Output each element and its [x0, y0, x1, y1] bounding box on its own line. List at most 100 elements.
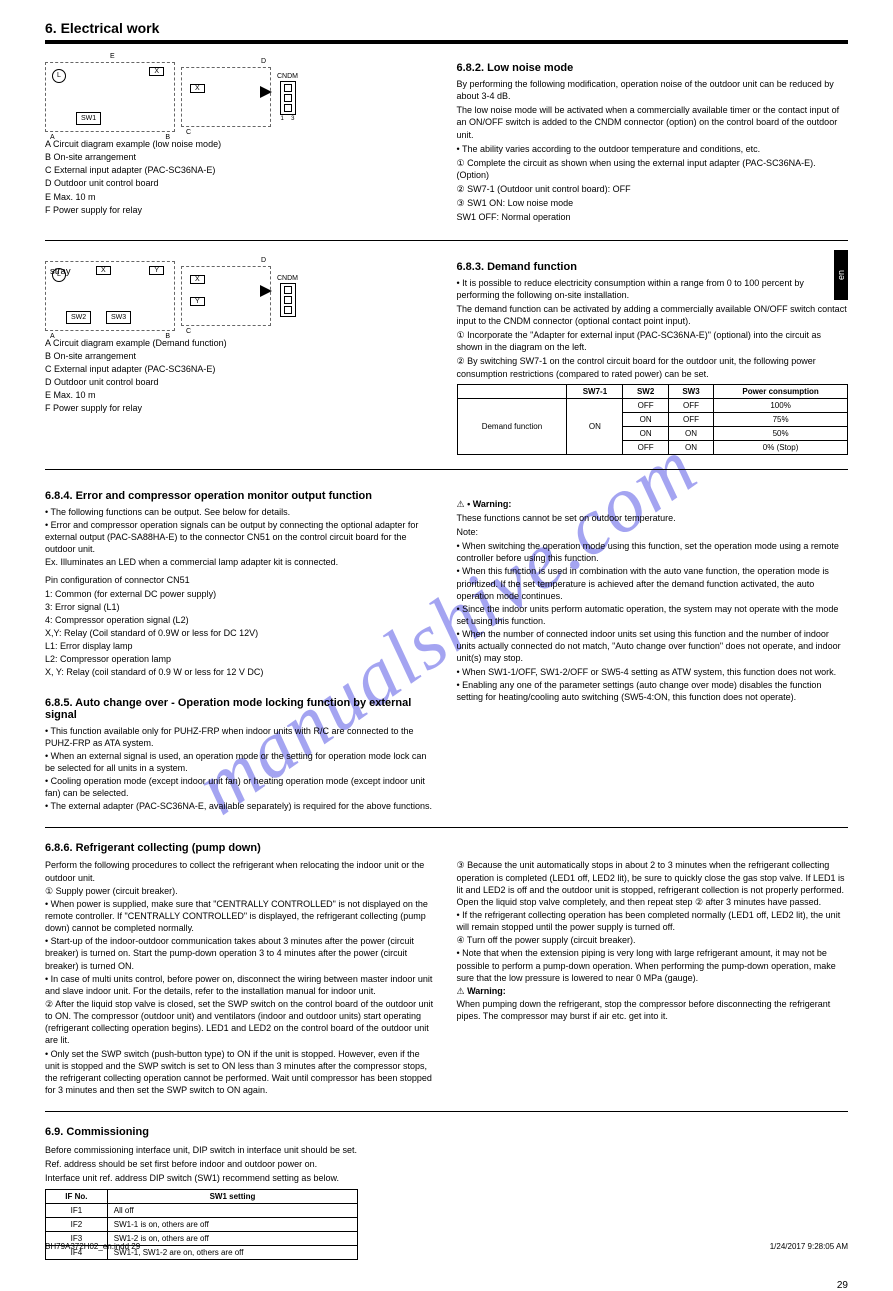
diag-relay-x: X [190, 84, 205, 93]
td: ON [623, 412, 668, 426]
text-6-8-2-s4: SW1 OFF: Normal operation [457, 211, 849, 223]
n-6-8-5-2: • Since the indoor units perform automat… [457, 603, 849, 627]
td: 50% [714, 426, 848, 440]
td: OFF [623, 398, 668, 412]
legend-c: C External input adapter (PAC-SC36NA-E) [45, 164, 437, 176]
td: SW1-1 is on, others are off [107, 1217, 357, 1231]
text-6-8-2-s2: ② SW7-1 (Outdoor unit control board): OF… [457, 183, 849, 195]
r-6-8-6-0: ③ Because the unit automatically stops i… [457, 859, 849, 908]
n-6-8-5-1: • When this function is used in combinat… [457, 565, 849, 601]
cn51-r3: 4: Compressor operation signal (L2) [45, 614, 437, 626]
legend-a: A Circuit diagram example (low noise mod… [45, 138, 437, 150]
th-sw2: SW2 [623, 384, 668, 398]
divider [45, 1111, 848, 1112]
td: SW1-1, SW1-2 are on, others are off [107, 1245, 357, 1259]
td-sw71: ON [567, 398, 623, 454]
s-6-8-6-0: ① Supply power (circuit breaker). [45, 885, 437, 897]
demand-table: SW7-1 SW2 SW3 Power consumption Demand f… [457, 384, 849, 455]
diag2-letter-c: C [186, 328, 191, 335]
warning-icon: ⚠ [457, 499, 465, 509]
text-6-8-2-d1: The low noise mode will be activated whe… [457, 104, 849, 140]
diag-letter-a: A [50, 134, 55, 141]
warning-icon-2: ⚠ [457, 986, 465, 996]
td: IF1 [46, 1203, 108, 1217]
text-6-8-6-intro: Perform the following procedures to coll… [45, 859, 437, 883]
td: All off [107, 1203, 357, 1217]
n-6-8-5-3: • When the number of connected indoor un… [457, 628, 849, 664]
text-6-8-2-d2: • The ability varies according to the ou… [457, 143, 849, 155]
note-head: Note: [457, 526, 849, 538]
td: 0% (Stop) [714, 440, 848, 454]
b-6-8-5-1: • When an external signal is used, an op… [45, 750, 437, 774]
legend2-c: C External input adapter (PAC-SC36NA-E) [45, 363, 437, 375]
side-language-tab: en [834, 250, 848, 300]
diag2-relay-x: X [190, 275, 205, 284]
if-th-1: SW1 setting [107, 1189, 357, 1203]
legend-b: B On-site arrangement [45, 151, 437, 163]
text-6-8-2-intro: By performing the following modification… [457, 78, 849, 102]
pin-3: 3 [291, 116, 294, 122]
s-6-8-6-5: • Only set the SWP switch (push-button t… [45, 1048, 437, 1097]
heading-6-8-6: 6.8.6. Refrigerant collecting (pump down… [45, 842, 848, 854]
td: 100% [714, 398, 848, 412]
legend2-e: E Max. 10 m [45, 389, 437, 401]
diag-letter-e: E [110, 53, 115, 60]
diag2-x-box: X [96, 266, 111, 275]
diag2-y-box: Y [149, 266, 164, 275]
diag2-relay-y: Y [190, 297, 205, 306]
s-6-8-6-1: • When power is supplied, make sure that… [45, 898, 437, 934]
th-sw71: SW7-1 [567, 384, 623, 398]
cndm-label-2: CNDM [277, 275, 298, 282]
diag2-sw2: SW2 [66, 311, 91, 324]
side-tab-label: en [836, 270, 846, 280]
b-6-8-5-0: • This function available only for PUHZ-… [45, 725, 437, 749]
r-6-8-6-4: Warning: [467, 986, 506, 996]
td: ON [668, 440, 713, 454]
td: OFF [668, 398, 713, 412]
s-6-8-6-3: • In case of multi units control, before… [45, 973, 437, 997]
td: IF4 [46, 1245, 108, 1259]
cn51-l1: L1: Error display lamp [45, 640, 437, 652]
th-blank [457, 384, 567, 398]
heading-6-8-5: 6.8.5. Auto change over - Operation mode… [45, 697, 437, 721]
page-title: 6. Electrical work [45, 20, 848, 36]
heading-6-8-4: 6.8.4. Error and compressor operation mo… [45, 490, 437, 502]
diag-circle-l: L [52, 69, 66, 83]
row-6-8-3: L X stray Y SW2 SW3 A B X Y C D C [45, 255, 848, 455]
cndm-label: CNDM [277, 73, 298, 80]
heading-6-8-3: 6.8.3. Demand function [457, 261, 849, 273]
cn51-r1: 1: Common (for external DC power supply) [45, 588, 437, 600]
heading-6-8-2: 6.8.2. Low noise mode [457, 62, 849, 74]
diagram-6-8-2: E L X SW1 A B X C D CNDM [45, 56, 437, 226]
divider [45, 240, 848, 241]
td: SW1-2 is on, others are off [107, 1231, 357, 1245]
cndm-connector [280, 81, 296, 115]
td: OFF [623, 440, 668, 454]
row-6-8-6: Perform the following procedures to coll… [45, 858, 848, 1097]
td: ON [623, 426, 668, 440]
n-6-8-5-0: • When switching the operation mode usin… [457, 540, 849, 564]
diag-letter-c: C [186, 129, 191, 136]
text-6-8-2-s1: ① Complete the circuit as shown when usi… [457, 157, 849, 181]
diag2-letter-a: A [50, 333, 55, 340]
b-6-8-4-0: • The following functions can be output.… [45, 506, 437, 518]
legend2-a: A Circuit diagram example (Demand functi… [45, 337, 437, 349]
heading-6-9: 6.9. Commissioning [45, 1126, 848, 1138]
legend2-f: F Power supply for relay [45, 402, 437, 414]
if-th-0: IF No. [46, 1189, 108, 1203]
diag-x-box: X [149, 67, 164, 76]
diag2-circle-l: L [52, 268, 66, 282]
r-6-8-6-2: ④ Turn off the power supply (circuit bre… [457, 934, 849, 946]
cn51-xy: X, Y: Relay (coil standard of 0.9 W or l… [45, 666, 437, 678]
cn51-r2: 3: Error signal (L1) [45, 601, 437, 613]
diag2-letter-d: D [261, 257, 266, 264]
legend-f: F Power supply for relay [45, 204, 437, 216]
diag-sw1: SW1 [76, 112, 101, 125]
cndm-connector-2 [280, 283, 296, 317]
arrow-icon [260, 86, 272, 98]
row-6-8-2: E L X SW1 A B X C D CNDM [45, 56, 848, 226]
divider [45, 827, 848, 828]
text-6-9-note: Interface unit ref. address DIP switch (… [45, 1172, 437, 1184]
diag2-sw3: SW3 [106, 311, 131, 324]
row-6-8-4-5: 6.8.4. Error and compressor operation mo… [45, 484, 848, 814]
